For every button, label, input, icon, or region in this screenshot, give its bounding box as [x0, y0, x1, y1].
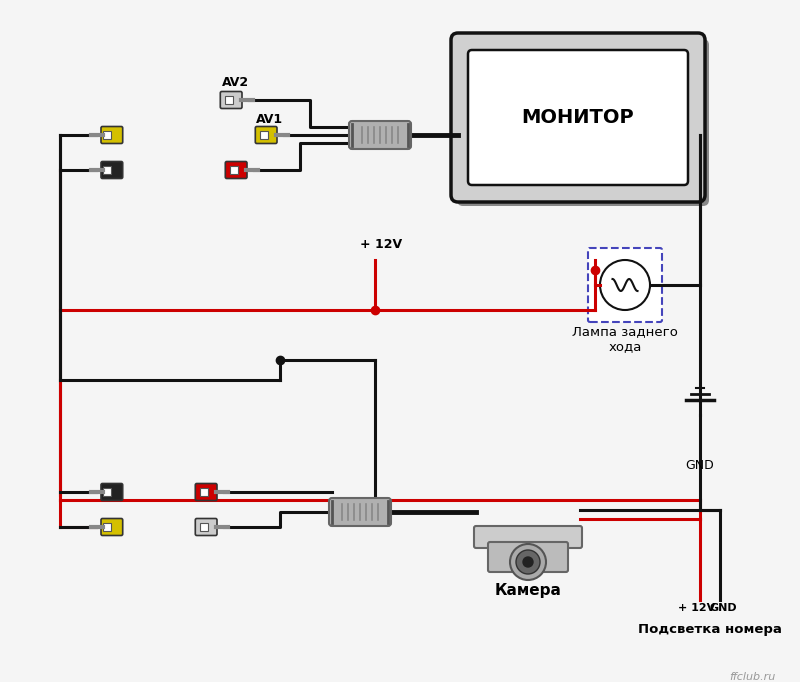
FancyBboxPatch shape — [101, 518, 122, 535]
Text: + 12V: + 12V — [678, 603, 716, 613]
FancyBboxPatch shape — [349, 121, 411, 149]
Text: GND: GND — [709, 603, 737, 613]
Text: МОНИТОР: МОНИТОР — [522, 108, 634, 127]
FancyBboxPatch shape — [102, 166, 110, 174]
FancyBboxPatch shape — [102, 523, 110, 531]
FancyBboxPatch shape — [451, 33, 705, 202]
FancyBboxPatch shape — [474, 526, 582, 548]
FancyBboxPatch shape — [329, 498, 391, 526]
FancyBboxPatch shape — [588, 248, 662, 322]
Text: Камера: Камера — [494, 583, 562, 598]
FancyBboxPatch shape — [260, 131, 268, 139]
Text: GND: GND — [686, 459, 714, 472]
FancyBboxPatch shape — [225, 96, 233, 104]
FancyBboxPatch shape — [230, 166, 238, 174]
FancyBboxPatch shape — [488, 542, 568, 572]
FancyBboxPatch shape — [226, 162, 247, 179]
FancyBboxPatch shape — [457, 39, 709, 206]
FancyBboxPatch shape — [102, 131, 110, 139]
FancyBboxPatch shape — [195, 518, 217, 535]
Text: Лампа заднего
хода: Лампа заднего хода — [572, 325, 678, 353]
Text: ffclub.ru: ffclub.ru — [729, 672, 775, 682]
FancyBboxPatch shape — [255, 126, 277, 143]
FancyBboxPatch shape — [102, 488, 110, 496]
Circle shape — [510, 544, 546, 580]
Circle shape — [516, 550, 540, 574]
Text: AV1: AV1 — [257, 113, 283, 126]
FancyBboxPatch shape — [101, 162, 122, 179]
Text: + 12V: + 12V — [360, 238, 402, 251]
FancyBboxPatch shape — [200, 488, 208, 496]
FancyBboxPatch shape — [468, 50, 688, 185]
Circle shape — [600, 260, 650, 310]
FancyBboxPatch shape — [101, 126, 122, 143]
Text: AV2: AV2 — [222, 76, 249, 89]
FancyBboxPatch shape — [200, 523, 208, 531]
Circle shape — [523, 557, 533, 567]
FancyBboxPatch shape — [195, 484, 217, 501]
Text: Подсветка номера: Подсветка номера — [638, 623, 782, 636]
FancyBboxPatch shape — [220, 91, 242, 108]
FancyBboxPatch shape — [101, 484, 122, 501]
